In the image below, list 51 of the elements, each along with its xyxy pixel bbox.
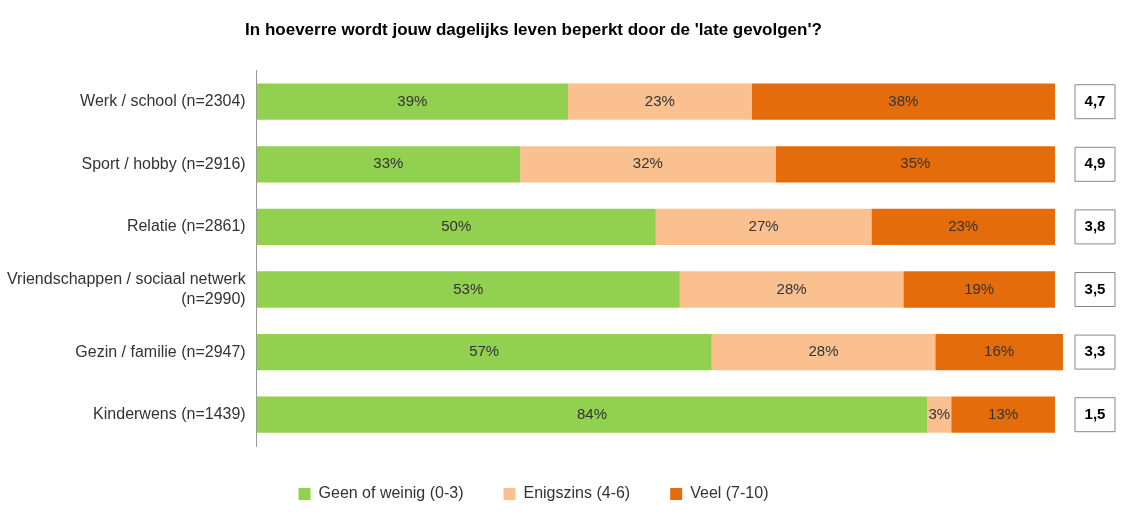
legend-label: Enigszins (4-6) (523, 484, 631, 502)
bar (256, 83, 569, 120)
legend-label: Geen of weinig (0-3) (318, 484, 464, 502)
bar (679, 271, 904, 308)
text: 1,5 (1084, 404, 1106, 422)
data-label: 35% (900, 154, 931, 172)
bar (256, 396, 928, 433)
bar (903, 271, 1056, 308)
bar (256, 208, 656, 246)
data-label: 50% (441, 217, 472, 235)
y-tick-label: Gezin / familie (n=2947) (75, 342, 246, 360)
data-label: 57% (469, 342, 500, 360)
text: 4,9 (1084, 154, 1106, 172)
bar (520, 146, 776, 183)
bar (935, 333, 1063, 371)
text: 3,8 (1084, 217, 1106, 235)
bar (256, 271, 680, 308)
data-label: 28% (808, 342, 839, 360)
y-tick-label: Relatie (n=2861) (126, 217, 246, 235)
data-label: 19% (964, 279, 995, 297)
data-label: 32% (632, 154, 663, 172)
bar (256, 146, 521, 183)
text: 4,7 (1084, 91, 1106, 109)
data-label: 16% (984, 342, 1015, 360)
bar (951, 396, 1056, 433)
bar (711, 333, 936, 371)
text: 3,5 (1084, 279, 1106, 297)
data-label: 38% (888, 91, 919, 109)
bar (655, 208, 872, 246)
legend-label: Veel (7-10) (690, 484, 769, 502)
bar (871, 208, 1056, 246)
data-label: 28% (776, 279, 807, 297)
y-tick-label: Kinderwens (n=1439) (93, 405, 246, 423)
data-label: 33% (373, 154, 404, 172)
bar (256, 333, 712, 371)
data-label: 23% (644, 91, 675, 109)
bar (568, 83, 752, 120)
bar (775, 146, 1056, 183)
data-label: 3% (928, 404, 951, 422)
data-label: 84% (576, 404, 607, 422)
data-label: 39% (397, 91, 428, 109)
data-label: 23% (948, 217, 979, 235)
bar (751, 83, 1056, 120)
y-tick-label: Vriendschappen / sociaal netwerk (n=2990) (7, 270, 247, 307)
data-label: 53% (453, 279, 484, 297)
data-label: 27% (748, 217, 779, 235)
data-label: 13% (988, 404, 1019, 422)
text: 3,3 (1084, 342, 1106, 360)
y-tick-label: Sport / hobby (n=2916) (81, 154, 246, 172)
y-tick-label: Werk / school (n=2304) (80, 92, 246, 110)
chart-title: In hoeverre wordt jouw dagelijks leven beperkt door de 'late gevolgen'? (245, 19, 822, 39)
